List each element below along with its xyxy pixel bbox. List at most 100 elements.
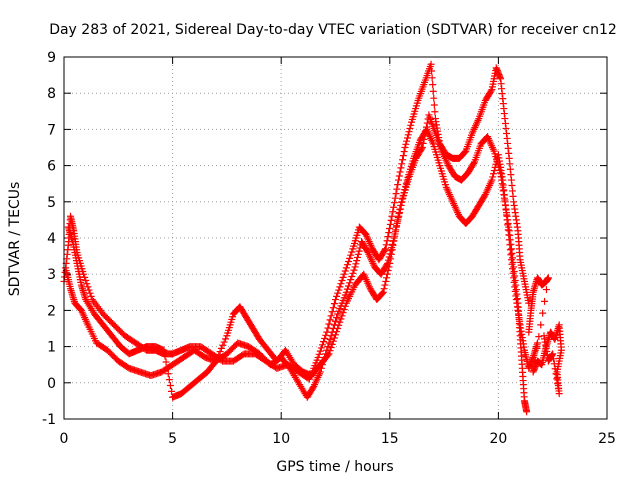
x-tick-label: 15 xyxy=(381,431,399,447)
data-point xyxy=(341,302,349,310)
data-point xyxy=(384,233,392,241)
data-point xyxy=(335,286,343,294)
data-point xyxy=(395,172,403,180)
data-point xyxy=(349,269,357,277)
data-point xyxy=(386,259,394,267)
data-point xyxy=(222,335,230,343)
data-point xyxy=(387,250,395,258)
data-point xyxy=(216,348,224,356)
data-point xyxy=(83,280,91,288)
data-point xyxy=(390,237,398,245)
data-point xyxy=(393,220,401,228)
data-point xyxy=(329,337,337,345)
data-point xyxy=(325,339,333,347)
data-point xyxy=(162,358,170,366)
data-point xyxy=(211,358,219,366)
data-point xyxy=(343,261,351,269)
data-point xyxy=(388,212,396,220)
data-point xyxy=(333,328,341,336)
data-point xyxy=(396,209,404,217)
data-point xyxy=(338,312,346,320)
data-point xyxy=(321,334,329,342)
data-point xyxy=(395,212,403,220)
data-point xyxy=(383,274,391,282)
data-point xyxy=(348,248,356,256)
data-point xyxy=(421,131,429,139)
data-point xyxy=(429,81,437,89)
data-point xyxy=(335,321,343,329)
y-tick-label: 3 xyxy=(47,267,56,283)
data-point xyxy=(325,350,333,358)
data-point xyxy=(332,317,339,325)
data-point xyxy=(330,334,338,342)
data-point xyxy=(333,314,341,322)
data-point xyxy=(407,121,415,129)
data-point xyxy=(316,347,324,355)
y-tick-label: 0 xyxy=(47,376,56,392)
data-point xyxy=(213,354,221,362)
data-point xyxy=(334,289,342,297)
data-point xyxy=(394,176,402,184)
data-point xyxy=(340,305,348,313)
data-point xyxy=(391,194,399,202)
data-point xyxy=(378,289,386,297)
data-point xyxy=(423,119,431,127)
data-point xyxy=(422,123,430,131)
data-point xyxy=(318,341,326,349)
data-point xyxy=(389,208,397,216)
data-point xyxy=(554,385,562,393)
data-point xyxy=(386,220,394,228)
series-track-c xyxy=(64,111,531,416)
data-point xyxy=(428,74,436,82)
data-point xyxy=(363,247,371,255)
data-point xyxy=(351,263,359,271)
data-point xyxy=(488,176,496,184)
data-point xyxy=(402,140,410,148)
data-point xyxy=(390,199,398,207)
y-tick-label: 7 xyxy=(47,122,56,138)
data-point xyxy=(385,263,393,271)
data-point xyxy=(339,309,347,317)
data-point xyxy=(428,67,436,75)
data-point xyxy=(337,315,345,323)
data-point xyxy=(324,351,332,359)
data-point xyxy=(217,344,225,352)
data-point xyxy=(346,254,354,262)
x-tick-label: 20 xyxy=(489,431,507,447)
chart-title: Day 283 of 2021, Sidereal Day-to-day VTE… xyxy=(49,22,617,38)
data-point xyxy=(383,237,391,245)
data-point xyxy=(354,250,362,258)
y-tick-label: 6 xyxy=(47,159,56,175)
data-point xyxy=(396,205,404,213)
data-point xyxy=(339,273,347,281)
data-point xyxy=(406,124,414,132)
data-point xyxy=(337,280,345,288)
data-point xyxy=(523,408,531,416)
data-point xyxy=(380,285,388,293)
data-point xyxy=(166,382,174,390)
y-tick-label: 8 xyxy=(47,86,56,102)
data-point xyxy=(336,318,344,326)
data-point xyxy=(418,145,426,153)
data-point xyxy=(327,344,335,352)
data-point xyxy=(533,344,541,352)
data-point xyxy=(399,156,407,164)
y-tick-label: 4 xyxy=(47,231,56,247)
data-point xyxy=(389,241,397,249)
data-point xyxy=(334,325,342,332)
data-point xyxy=(379,288,387,296)
data-point xyxy=(350,266,358,274)
data-point xyxy=(329,304,337,312)
data-point xyxy=(419,139,427,147)
data-point xyxy=(430,101,438,109)
series-track-d xyxy=(525,274,565,398)
data-point xyxy=(382,241,390,249)
plot-frame xyxy=(63,56,608,420)
data-point xyxy=(399,152,407,160)
data-point xyxy=(420,135,428,143)
data-point xyxy=(481,192,489,200)
data-point xyxy=(332,331,339,339)
data-point xyxy=(404,131,412,139)
data-point xyxy=(398,198,406,206)
